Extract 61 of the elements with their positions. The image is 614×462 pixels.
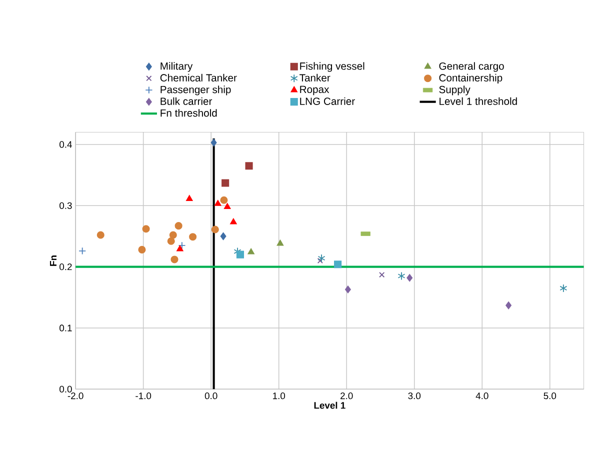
legend-label: LNG Carrier (300, 97, 355, 106)
y-axis-title: Fn (50, 256, 56, 266)
point (186, 195, 193, 202)
point (167, 237, 175, 245)
x-tick-label: -2.0 (68, 392, 84, 400)
point (220, 232, 226, 240)
point (142, 225, 150, 233)
point (230, 218, 237, 224)
y-tick-label: 0.4 (60, 141, 72, 148)
point (224, 203, 231, 210)
point (398, 272, 406, 280)
x-tick-label: 5.0 (544, 392, 556, 400)
legend-label: Supply (439, 86, 470, 96)
point (506, 302, 512, 310)
point (379, 272, 385, 278)
point (169, 231, 177, 239)
x-tick-label: 1.0 (273, 392, 286, 400)
point (317, 258, 323, 264)
y-tick-label: 0.2 (60, 264, 72, 270)
legend-label: General cargo (439, 62, 504, 72)
point (245, 162, 253, 170)
point (345, 286, 351, 294)
point (211, 226, 219, 234)
x-tick-label: 2.0 (340, 392, 353, 400)
legend-label: Military (160, 62, 193, 72)
legend-label: Tanker (300, 74, 330, 82)
x-tick-label: 0.0 (204, 392, 218, 400)
legend-label: Fishing vessel (300, 62, 364, 72)
y-tick-label: 0.1 (60, 324, 72, 332)
point (406, 274, 413, 282)
point (318, 254, 326, 263)
x-tick-label: 3.0 (408, 392, 421, 400)
point (210, 138, 217, 146)
point (96, 231, 104, 239)
point (276, 240, 284, 246)
point (138, 246, 146, 254)
y-tick-label: 0.3 (60, 202, 72, 210)
legend-label: Fn threshold (160, 109, 217, 117)
point (176, 245, 184, 252)
point (174, 222, 182, 230)
point (248, 248, 254, 254)
legend-label: Ropax (300, 86, 330, 96)
point (178, 242, 186, 250)
point (220, 196, 228, 204)
point (78, 247, 86, 255)
legend-label: Level 1 threshold (440, 97, 517, 106)
point (214, 200, 222, 206)
point (170, 256, 178, 264)
legend-label: Containership (439, 74, 502, 84)
point (189, 233, 197, 241)
x-tick-label: 4.0 (476, 392, 488, 400)
point (222, 179, 230, 187)
x-tick-label: -1.0 (136, 392, 152, 400)
x-axis-title: Level 1 (314, 402, 346, 409)
legend-label: Bulk carrier (160, 97, 212, 106)
y-tick-label: 0.0 (60, 386, 72, 393)
point (334, 260, 342, 268)
legend-label: Chemical Tanker (160, 74, 237, 82)
point (236, 250, 244, 258)
legend-label: Passenger ship (160, 86, 231, 96)
point (560, 284, 568, 293)
